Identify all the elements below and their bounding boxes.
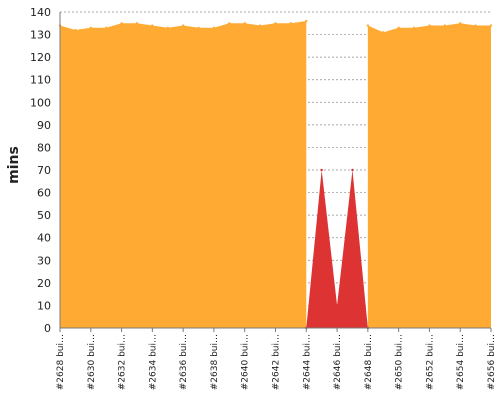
y-tick-label: 70 bbox=[37, 164, 51, 177]
y-tick-label: 100 bbox=[30, 96, 51, 109]
x-tick-label: #2646 bui… bbox=[333, 334, 343, 390]
y-tick-label: 90 bbox=[37, 119, 51, 132]
y-tick-label: 140 bbox=[30, 6, 51, 19]
success-point bbox=[74, 28, 77, 32]
x-tick-label: #2648 bui… bbox=[364, 334, 374, 390]
x-tick-label: #2640 bui… bbox=[241, 334, 251, 390]
y-tick-label: 20 bbox=[37, 277, 51, 290]
x-tick-label: #2656 bui… bbox=[487, 334, 497, 390]
failure-point bbox=[335, 304, 339, 307]
x-tick-label: #2650 bui… bbox=[395, 334, 405, 390]
y-tick-label: 30 bbox=[37, 254, 51, 267]
y-tick-labels: 0 10 20 30 40 50 60 70 80 90 100 110 120 130 140 bbox=[30, 6, 51, 335]
x-tick-labels: #2628 bui… #2630 bui… #2632 bui… #2634 bui…… bbox=[56, 334, 497, 390]
success-point bbox=[212, 26, 216, 29]
success-point bbox=[120, 22, 123, 25]
y-tick-label: 110 bbox=[30, 74, 51, 87]
success-point bbox=[197, 26, 200, 29]
x-tick-label: #2652 bui… bbox=[425, 334, 435, 390]
success-point bbox=[135, 22, 139, 25]
y-tick-label: 50 bbox=[37, 209, 51, 222]
success-point bbox=[228, 22, 231, 25]
failure-point bbox=[351, 168, 354, 172]
success-point bbox=[428, 24, 431, 27]
success-point bbox=[489, 24, 493, 27]
y-tick-label: 10 bbox=[37, 299, 51, 312]
x-tick-label: #2634 bui… bbox=[148, 334, 158, 390]
success-point bbox=[397, 26, 400, 29]
failure-point bbox=[320, 168, 323, 172]
success-point bbox=[474, 24, 477, 27]
success-point bbox=[289, 22, 293, 25]
success-point bbox=[412, 26, 416, 29]
success-area bbox=[60, 21, 307, 329]
series-areas bbox=[58, 19, 493, 330]
success-point bbox=[305, 19, 308, 23]
x-tick-label: #2638 bui… bbox=[210, 334, 220, 390]
success-point bbox=[443, 24, 447, 27]
x-tick-label: #2632 bui… bbox=[118, 334, 128, 390]
y-axis-title: mins bbox=[6, 146, 22, 184]
failure-area bbox=[306, 170, 368, 328]
success-point bbox=[258, 24, 262, 27]
y-tick-label: 0 bbox=[44, 322, 51, 335]
y-tick-label: 80 bbox=[37, 141, 51, 154]
success-point bbox=[104, 26, 108, 29]
success-point bbox=[382, 31, 385, 34]
success-point bbox=[366, 24, 370, 27]
x-tick-label: #2642 bui… bbox=[272, 334, 282, 390]
axes bbox=[59, 12, 492, 332]
success-point bbox=[181, 24, 185, 27]
x-tick-label: #2630 bui… bbox=[87, 334, 97, 390]
y-tick-label: 120 bbox=[30, 51, 51, 64]
y-tick-label: 40 bbox=[37, 232, 51, 245]
success-point bbox=[166, 26, 169, 29]
x-tick-label: #2628 bui… bbox=[56, 334, 66, 390]
success-area bbox=[367, 23, 491, 329]
success-point bbox=[151, 24, 154, 27]
success-point bbox=[89, 26, 92, 29]
success-point bbox=[243, 22, 246, 25]
y-tick-label: 130 bbox=[30, 29, 51, 42]
x-tick-label: #2636 bui… bbox=[179, 334, 189, 390]
x-tick-label: #2654 bui… bbox=[456, 334, 466, 390]
success-point bbox=[459, 22, 462, 25]
success-point bbox=[274, 22, 277, 25]
x-tick-label: #2644 bui… bbox=[302, 334, 312, 390]
y-tick-label: 60 bbox=[37, 187, 51, 200]
